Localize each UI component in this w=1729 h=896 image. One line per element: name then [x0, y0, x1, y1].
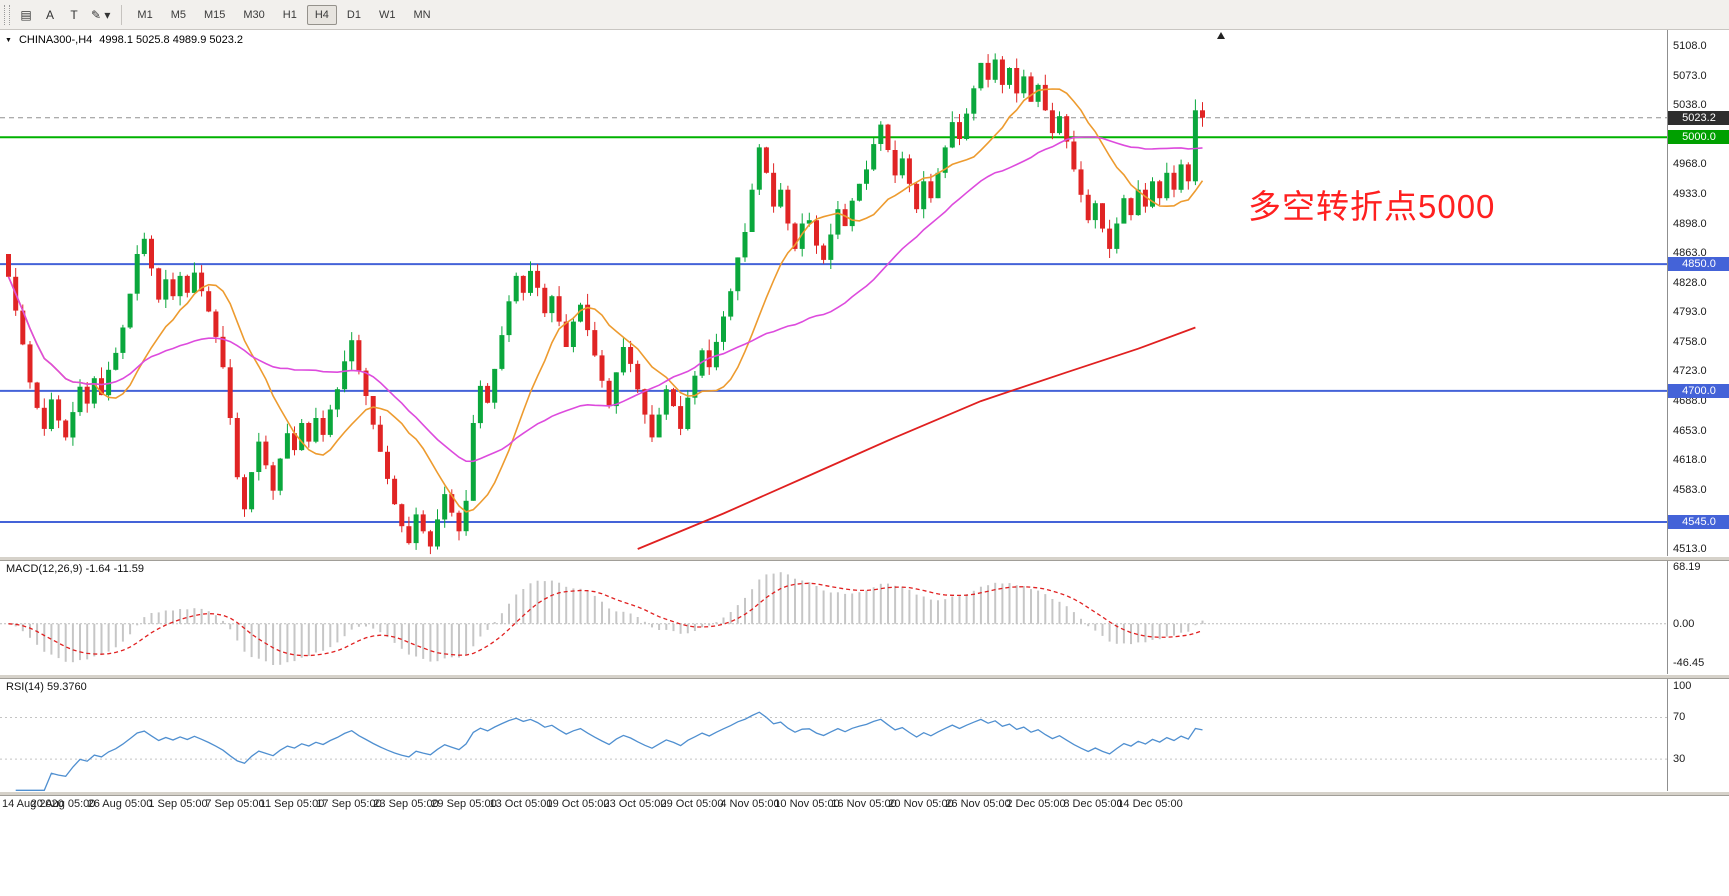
- macd-axis-tick: 68.19: [1673, 561, 1701, 573]
- time-label: 11 Sep 05:00: [259, 798, 325, 810]
- text-tool[interactable]: T: [70, 7, 78, 22]
- time-label: 16 Nov 05:00: [831, 798, 897, 810]
- time-label: 7 Sep 05:00: [205, 798, 265, 810]
- timeframe-h4[interactable]: H4: [306, 4, 337, 25]
- price-tick: 4723.0: [1673, 365, 1707, 377]
- time-label: 14 Dec 05:00: [1117, 798, 1183, 810]
- rsi-label: RSI(14) 59.3760: [6, 681, 87, 693]
- price-tick: 4968.0: [1673, 158, 1707, 170]
- time-label: 13 Oct 05:00: [489, 798, 553, 810]
- time-label: 10 Nov 05:00: [774, 798, 840, 810]
- macd-axis-tick: 0.00: [1673, 618, 1695, 630]
- time-label: 19 Oct 05:00: [546, 798, 610, 810]
- symbol-collapse-caret[interactable]: ▼: [5, 36, 12, 44]
- rsi-axis-tick: 100: [1673, 680, 1692, 692]
- chart-shift-marker: [1217, 32, 1225, 39]
- price-tick: 4863.0: [1673, 247, 1707, 259]
- timeframe-m15[interactable]: M15: [203, 8, 226, 21]
- timeframe-mn[interactable]: MN: [413, 8, 431, 21]
- symbol-period-label: CHINA300-,H4: [18, 34, 93, 46]
- time-label: 23 Oct 05:00: [603, 798, 667, 810]
- timeframe-d1[interactable]: D1: [346, 8, 361, 21]
- timeframe-m1[interactable]: M1: [137, 8, 153, 21]
- price-tick: 4653.0: [1673, 425, 1707, 437]
- timeframe-h1[interactable]: H1: [282, 8, 297, 21]
- time-label: 17 Sep 05:00: [316, 798, 382, 810]
- time-label: 29 Oct 05:00: [660, 798, 724, 810]
- panel-divider-bottom[interactable]: [0, 791, 1729, 796]
- time-label: 14 Aug 2020: [2, 798, 64, 810]
- macd-panel-canvas[interactable]: [0, 561, 1667, 674]
- price-tick: 4758.0: [1673, 336, 1707, 348]
- price-tick: 4688.0: [1673, 395, 1707, 407]
- time-label: 4 Nov 05:00: [720, 798, 780, 810]
- price-badge-5023.2: 5023.2: [1668, 111, 1729, 125]
- price-tick: 5108.0: [1673, 40, 1707, 52]
- price-tick: 4793.0: [1673, 306, 1707, 318]
- time-label: 2 Dec 05:00: [1006, 798, 1066, 810]
- time-label: 29 Sep 05:00: [431, 798, 497, 810]
- macd-label: MACD(12,26,9) -1.64 -11.59: [6, 563, 144, 575]
- price-tick: 4583.0: [1673, 484, 1707, 496]
- drawing-toolbar: ▤ A T ✎ ▾: [15, 4, 114, 26]
- top-toolbar: ▤ A T ✎ ▾ M1 M5 M15 M30 H1 H4 D1 W1 MN: [0, 0, 1729, 30]
- price-tick: 5073.0: [1673, 70, 1707, 82]
- timeframe-w1[interactable]: W1: [378, 8, 396, 21]
- timeframe-toolbar: M1 M5 M15 M30 H1 H4 D1 W1 MN: [129, 4, 438, 25]
- toolbar-separator: [121, 4, 123, 25]
- price-tick: 4618.0: [1673, 454, 1707, 466]
- panel-divider-macd[interactable]: [0, 556, 1729, 561]
- price-badge-4850.0: 4850.0: [1668, 257, 1729, 271]
- timeframe-m30[interactable]: M30: [243, 8, 265, 21]
- time-label: 8 Dec 05:00: [1063, 798, 1123, 810]
- rsi-panel-canvas[interactable]: [0, 679, 1667, 791]
- price-tick: 4513.0: [1673, 543, 1707, 555]
- panel-divider-rsi[interactable]: [0, 674, 1729, 679]
- price-badge-4700.0: 4700.0: [1668, 384, 1729, 398]
- ohlc-values: 4998.1 5025.8 4989.9 5023.2: [99, 34, 244, 46]
- time-label: 26 Nov 05:00: [945, 798, 1011, 810]
- chart-text-annotation[interactable]: 多空转折点5000: [1248, 188, 1496, 225]
- rsi-axis-tick: 30: [1673, 753, 1686, 765]
- timeframe-m5[interactable]: M5: [170, 8, 186, 21]
- price-axis[interactable]: 5108.0 5073.0 5038.0 4968.0 4933.0 4898.0 4863…: [1667, 30, 1729, 796]
- time-label: 23 Sep 05:00: [373, 798, 439, 810]
- chart-window-icon[interactable]: ▤: [20, 7, 32, 22]
- toolbar-grip[interactable]: [4, 4, 10, 25]
- macd-axis-tick: -46.45: [1673, 657, 1705, 669]
- price-tick: 4898.0: [1673, 218, 1707, 230]
- time-label: 20 Nov 05:00: [888, 798, 954, 810]
- draw-tools-dropdown[interactable]: ✎ ▾: [91, 7, 111, 22]
- price-tick: 4828.0: [1673, 277, 1707, 289]
- price-tick: 5038.0: [1673, 99, 1707, 111]
- time-axis[interactable]: 14 Aug 2020 20 Aug 05:00 26 Aug 05:00 1 Sep…: [0, 796, 1667, 814]
- price-badge-5000.0: 5000.0: [1668, 130, 1729, 144]
- price-tick: 4933.0: [1673, 188, 1707, 200]
- time-label: 20 Aug 05:00: [30, 798, 96, 810]
- rsi-axis-tick: 70: [1673, 711, 1686, 723]
- price-chart-canvas[interactable]: [0, 30, 1667, 556]
- price-badge-4545.0: 4545.0: [1668, 515, 1729, 529]
- text-label-tool[interactable]: A: [45, 7, 54, 22]
- time-label: 26 Aug 05:00: [87, 798, 153, 810]
- chart-header: ▼ CHINA300-,H4 4998.1 5025.8 4989.9 5023…: [5, 34, 243, 46]
- time-label: 1 Sep 05:00: [148, 798, 208, 810]
